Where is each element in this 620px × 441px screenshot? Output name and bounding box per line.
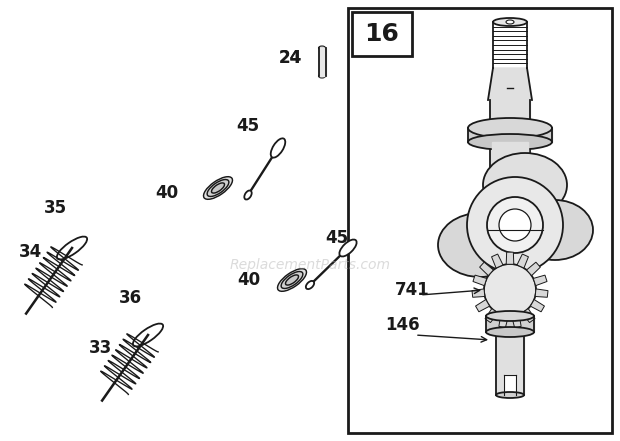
Bar — [352, 12, 412, 56]
Ellipse shape — [203, 177, 232, 199]
Ellipse shape — [493, 18, 527, 26]
Ellipse shape — [438, 213, 522, 277]
Ellipse shape — [244, 191, 252, 199]
Ellipse shape — [483, 153, 567, 217]
Circle shape — [467, 177, 563, 273]
Polygon shape — [526, 262, 541, 276]
Circle shape — [487, 197, 543, 253]
Polygon shape — [490, 142, 530, 170]
Ellipse shape — [468, 118, 552, 138]
Text: 45: 45 — [236, 117, 260, 135]
Ellipse shape — [468, 134, 552, 150]
Polygon shape — [473, 275, 487, 286]
Polygon shape — [492, 142, 528, 225]
Text: ReplacementParts.com: ReplacementParts.com — [229, 258, 391, 272]
Polygon shape — [480, 262, 494, 276]
Polygon shape — [485, 309, 498, 322]
Ellipse shape — [133, 324, 163, 347]
Text: 146: 146 — [385, 316, 420, 334]
Text: 36: 36 — [118, 289, 141, 307]
Ellipse shape — [281, 272, 303, 288]
Polygon shape — [506, 252, 514, 264]
Polygon shape — [488, 68, 532, 100]
Polygon shape — [517, 254, 528, 268]
Circle shape — [499, 209, 531, 241]
Polygon shape — [468, 128, 552, 142]
Ellipse shape — [339, 239, 356, 257]
Polygon shape — [512, 314, 521, 328]
Ellipse shape — [207, 179, 229, 197]
Polygon shape — [486, 316, 534, 332]
Ellipse shape — [306, 281, 314, 289]
Polygon shape — [492, 225, 528, 290]
Ellipse shape — [271, 138, 285, 157]
Text: 24: 24 — [279, 49, 302, 67]
Polygon shape — [533, 275, 547, 286]
Text: 741: 741 — [395, 281, 430, 299]
Text: 33: 33 — [89, 339, 112, 357]
Polygon shape — [496, 332, 524, 395]
Text: 45: 45 — [325, 229, 348, 247]
Text: 40: 40 — [155, 184, 178, 202]
Polygon shape — [490, 100, 530, 125]
Text: 34: 34 — [19, 243, 42, 261]
Ellipse shape — [486, 327, 534, 337]
Circle shape — [484, 264, 536, 316]
Text: 16: 16 — [365, 22, 399, 46]
Ellipse shape — [285, 275, 298, 285]
Text: 40: 40 — [237, 271, 260, 289]
Polygon shape — [492, 254, 503, 268]
Text: 24: 24 — [279, 49, 302, 67]
Ellipse shape — [278, 269, 306, 292]
Polygon shape — [476, 299, 490, 312]
Text: 35: 35 — [43, 199, 66, 217]
Polygon shape — [472, 289, 485, 297]
Polygon shape — [530, 299, 544, 312]
Ellipse shape — [506, 20, 514, 24]
Polygon shape — [522, 309, 535, 322]
Polygon shape — [499, 314, 508, 328]
Ellipse shape — [486, 311, 534, 321]
Polygon shape — [319, 48, 326, 76]
Ellipse shape — [517, 200, 593, 260]
Bar — [348, 8, 612, 433]
Ellipse shape — [57, 236, 87, 259]
Polygon shape — [504, 375, 516, 395]
Ellipse shape — [496, 392, 524, 398]
Ellipse shape — [319, 74, 326, 78]
Ellipse shape — [319, 46, 326, 50]
Ellipse shape — [211, 183, 224, 193]
Polygon shape — [535, 289, 548, 297]
